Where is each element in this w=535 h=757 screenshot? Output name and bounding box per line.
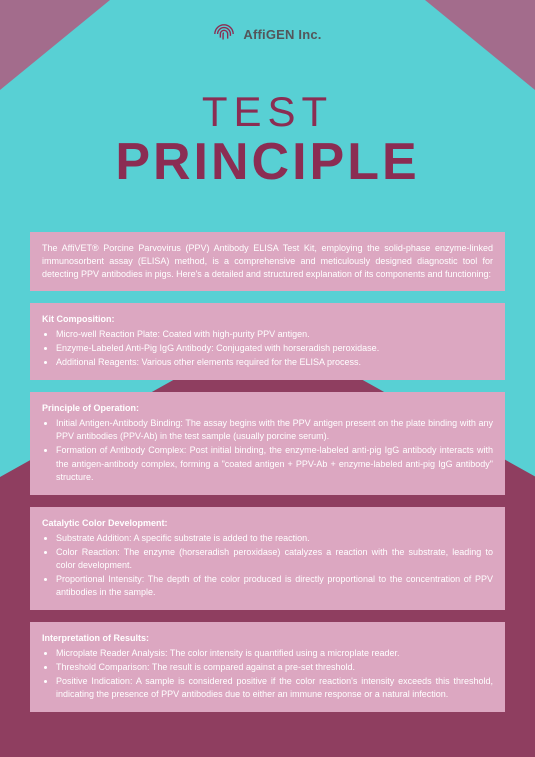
section-principle-operation: Principle of Operation: Initial Antigen-… bbox=[30, 392, 505, 494]
section-title: Interpretation of Results: bbox=[42, 632, 493, 645]
content-area: The AffiVET® Porcine Parvovirus (PPV) An… bbox=[0, 232, 535, 712]
list-item: Microplate Reader Analysis: The color in… bbox=[56, 647, 493, 660]
section-list: Substrate Addition: A specific substrate… bbox=[42, 532, 493, 599]
section-list: Micro-well Reaction Plate: Coated with h… bbox=[42, 328, 493, 369]
list-item: Substrate Addition: A specific substrate… bbox=[56, 532, 493, 545]
section-title: Principle of Operation: bbox=[42, 402, 493, 415]
section-title: Catalytic Color Development: bbox=[42, 517, 493, 530]
section-list: Microplate Reader Analysis: The color in… bbox=[42, 647, 493, 701]
title-line-1: TEST bbox=[0, 88, 535, 136]
header: AffiGEN Inc. bbox=[0, 0, 535, 48]
list-item: Color Reaction: The enzyme (horseradish … bbox=[56, 546, 493, 572]
list-item: Formation of Antibody Complex: Post init… bbox=[56, 444, 493, 483]
list-item: Additional Reagents: Various other eleme… bbox=[56, 356, 493, 369]
section-catalytic-color: Catalytic Color Development: Substrate A… bbox=[30, 507, 505, 610]
list-item: Proportional Intensity: The depth of the… bbox=[56, 573, 493, 599]
list-item: Enzyme-Labeled Anti-Pig IgG Antibody: Co… bbox=[56, 342, 493, 355]
list-item: Initial Antigen-Antibody Binding: The as… bbox=[56, 417, 493, 443]
list-item: Micro-well Reaction Plate: Coated with h… bbox=[56, 328, 493, 341]
list-item: Positive Indication: A sample is conside… bbox=[56, 675, 493, 701]
list-item: Threshold Comparison: The result is comp… bbox=[56, 661, 493, 674]
title-line-2: PRINCIPLE bbox=[0, 132, 535, 192]
section-title: Kit Composition: bbox=[42, 313, 493, 326]
section-interpretation: Interpretation of Results: Microplate Re… bbox=[30, 622, 505, 712]
section-kit-composition: Kit Composition: Micro-well Reaction Pla… bbox=[30, 303, 505, 380]
section-list: Initial Antigen-Antibody Binding: The as… bbox=[42, 417, 493, 483]
company-name: AffiGEN Inc. bbox=[243, 27, 321, 42]
title-block: TEST PRINCIPLE bbox=[0, 88, 535, 192]
fingerprint-icon bbox=[213, 23, 235, 45]
intro-panel: The AffiVET® Porcine Parvovirus (PPV) An… bbox=[30, 232, 505, 291]
